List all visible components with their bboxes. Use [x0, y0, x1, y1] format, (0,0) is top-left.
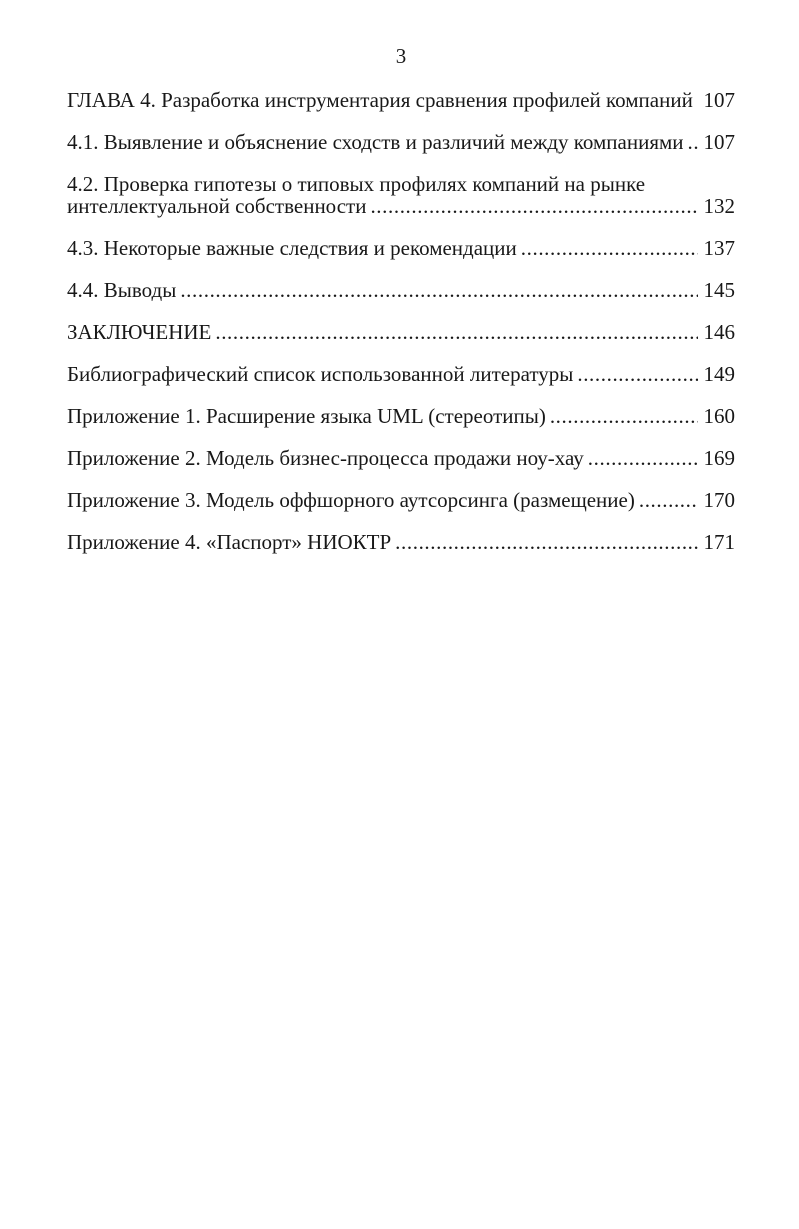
- dot-leader: [577, 363, 697, 385]
- dot-leader: [215, 321, 697, 343]
- toc-entry: Приложение 4. «Паспорт» НИОКТР 171: [67, 531, 735, 553]
- page-number: 3: [395, 44, 407, 68]
- toc-entry-title: Приложение 3. Модель оффшорного аутсорси…: [67, 488, 635, 512]
- toc-entry-title: 4.4. Выводы: [67, 278, 177, 302]
- dot-leader: [370, 195, 697, 217]
- toc-page-number: 169: [703, 446, 736, 470]
- toc-entry: Приложение 2. Модель бизнес-процесса про…: [67, 447, 735, 469]
- dot-leader: [180, 279, 697, 301]
- toc-entry-title: 4.3. Некоторые важные следствия и рекоме…: [67, 236, 517, 260]
- toc-entry-title: Приложение 4. «Паспорт» НИОКТР: [67, 530, 392, 554]
- toc-page-number: 137: [703, 236, 736, 260]
- dot-leader: [550, 405, 698, 427]
- dot-leader: [521, 237, 698, 259]
- toc-entry: 4.4. Выводы 145: [67, 279, 735, 301]
- toc-page-number: 149: [703, 362, 736, 386]
- toc-page-number: 145: [703, 278, 736, 302]
- toc-entry: 4.1. Выявление и объяснение сходств и ра…: [67, 131, 735, 153]
- toc-page-number: 170: [703, 488, 736, 512]
- toc-entry-title: Приложение 2. Модель бизнес-процесса про…: [67, 446, 584, 470]
- toc-entry: Приложение 3. Модель оффшорного аутсорси…: [67, 489, 735, 511]
- dot-leader: [588, 447, 698, 469]
- toc-page-number: 107: [703, 88, 736, 112]
- table-of-contents: ГЛАВА 4. Разработка инструментария сравн…: [67, 89, 735, 553]
- toc-entry-title: ГЛАВА 4. Разработка инструментария сравн…: [67, 88, 693, 112]
- toc-entry-title: Библиографический список использованной …: [67, 362, 574, 386]
- dot-leader: [395, 531, 697, 553]
- toc-entry: Приложение 1. Расширение языка UML (стер…: [67, 405, 735, 427]
- toc-entry: ЗАКЛЮЧЕНИЕ 146: [67, 321, 735, 343]
- toc-entry-title-line2: интеллектуальной собственности: [67, 194, 367, 218]
- toc-entry-title: 4.1. Выявление и объяснение сходств и ра…: [67, 130, 684, 154]
- toc-page-number: 146: [703, 320, 736, 344]
- toc-page-number: 160: [703, 404, 736, 428]
- toc-entry-title: Приложение 1. Расширение языка UML (стер…: [67, 404, 546, 428]
- toc-entry: Библиографический список использованной …: [67, 363, 735, 385]
- toc-page-number: 171: [703, 530, 736, 554]
- toc-entry: ГЛАВА 4. Разработка инструментария сравн…: [67, 89, 735, 111]
- toc-entry-title: ЗАКЛЮЧЕНИЕ: [67, 320, 212, 344]
- toc-entry-title-line1: 4.2. Проверка гипотезы о типовых профиля…: [67, 172, 646, 196]
- dot-leader: [697, 89, 698, 111]
- dot-leader: [639, 489, 698, 511]
- toc-page-number: 132: [703, 194, 736, 218]
- toc-page-number: 107: [703, 130, 736, 154]
- toc-entry: 4.2. Проверка гипотезы о типовых профиля…: [67, 173, 735, 217]
- toc-entry: 4.3. Некоторые важные следствия и рекоме…: [67, 237, 735, 259]
- dot-leader: [688, 131, 698, 153]
